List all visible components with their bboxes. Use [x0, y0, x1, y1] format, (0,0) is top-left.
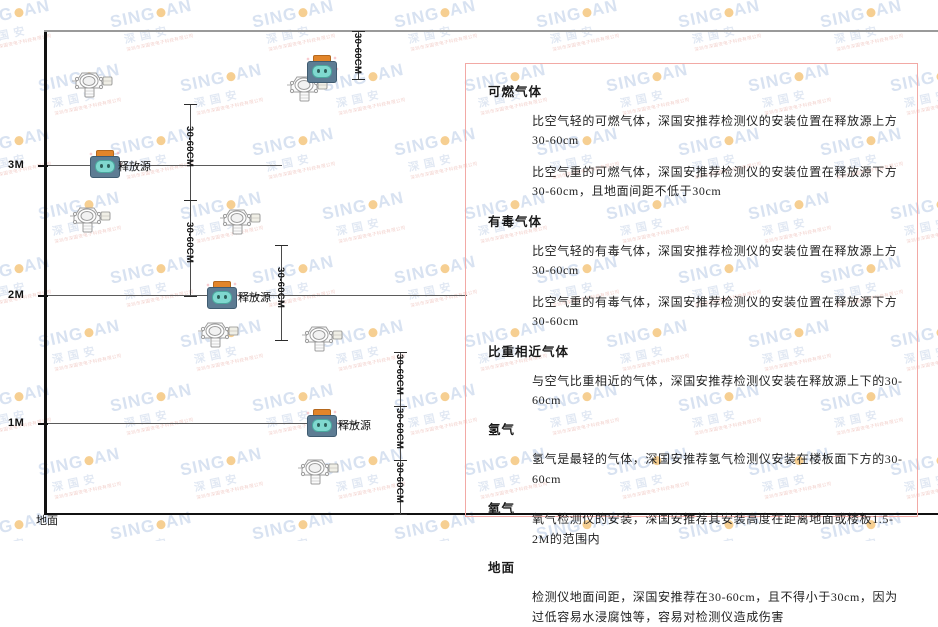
release-source-icon [205, 281, 239, 311]
panel-paragraph: 氧气检测仪的安装，深国安推荐其安装高度在距离地面或楼板1.5-2M的范围内 [532, 512, 894, 546]
panel-section-heading: 氧气 [488, 502, 516, 517]
panel-paragraph: 比空气重的可燃气体，深国安推荐检测仪的安装位置在释放源下方30-60cm，且地面… [532, 164, 898, 199]
dimension-arrow [275, 340, 288, 341]
dimension-label: 30-60CM [394, 408, 405, 450]
level-tick [38, 295, 48, 297]
release-source-label: 释放源 [338, 420, 371, 432]
panel-section: 氧气氧气检测仪的安装，深国安推荐其安装高度在距离地面或楼板1.5-2M的范围内 [488, 498, 903, 549]
panel-section: 地面检测仪地面间距，深国安推荐在30-60cm，且不得小于30cm，因为过低容易… [480, 557, 903, 627]
panel-section-body: 与空气比重相近的气体，深国安推荐检测仪安装在释放源上下的30-60cm [532, 372, 903, 411]
wall-left [44, 30, 47, 515]
dimension-arrow [184, 296, 197, 297]
panel-section-body: 比空气轻的可燃气体，深国安推荐检测仪的安装位置在释放源上方30-60cm 比空气重… [532, 112, 903, 202]
level-label-2m: 2M [8, 289, 25, 301]
dimension-label: 30-60CM [394, 462, 405, 504]
dimension-label: 30-60CM [394, 354, 405, 396]
dimension-arrow [275, 245, 288, 246]
panel-section-heading: 地面 [488, 561, 516, 576]
panel-paragraph: 比空气轻的有毒气体，深国安推荐检测仪的安装位置在释放源上方30-60cm [532, 243, 898, 278]
gas-detector-icon [196, 318, 242, 352]
dimension-line [190, 200, 191, 296]
dimension-arrow [184, 200, 197, 201]
gas-detector-icon [218, 205, 264, 239]
gas-detector-icon [296, 455, 342, 489]
ground-line [44, 513, 938, 515]
level-tick [38, 423, 48, 425]
release-source-label: 释放源 [118, 161, 151, 173]
level-tick [38, 165, 48, 167]
dimension-line [358, 31, 359, 79]
dimension-label: 30-60CM [184, 222, 195, 264]
level-line [47, 295, 467, 296]
dimension-line [400, 406, 401, 460]
level-label-1m: 1M [8, 417, 25, 429]
panel-section: 可燃气体比空气轻的可燃气体，深国安推荐检测仪的安装位置在释放源上方30-60cm… [480, 81, 903, 202]
panel-section-heading: 比重相近气体 [488, 344, 570, 359]
dimension-arrow [352, 31, 365, 32]
dimension-label: 30-60CM [275, 266, 286, 308]
ground-label: 地面 [36, 515, 58, 527]
level-line [47, 423, 357, 424]
panel-paragraph: 检测仪地面间距，深国安推荐在30-60cm，且不得小于30cm，因为过低容易水浸… [532, 590, 898, 624]
dimension-label: 30-60CM [184, 126, 195, 168]
panel-section: 有毒气体比空气轻的有毒气体，深国安推荐检测仪的安装位置在释放源上方30-60cm… [480, 211, 903, 332]
panel-section-body: 检测仪地面间距，深国安推荐在30-60cm，且不得小于30cm，因为过低容易水浸… [532, 588, 903, 627]
info-panel: 可燃气体比空气轻的可燃气体，深国安推荐检测仪的安装位置在释放源上方30-60cm… [465, 63, 918, 624]
dimension-line [190, 104, 191, 200]
panel-section-heading: 氢气 [488, 423, 516, 438]
gas-detector-icon [300, 322, 346, 356]
dimension-arrow [394, 352, 407, 353]
dimension-arrow [184, 104, 197, 105]
panel-section-body: 氧气检测仪的安装，深国安推荐其安装高度在距离地面或楼板1.5-2M的范围内 [532, 498, 903, 549]
dimension-line [400, 460, 401, 514]
ceiling-line [44, 30, 938, 32]
dimension-arrow [394, 460, 407, 461]
panel-section: 氢气氢气是最轻的气体，深国安推荐氢气检测仪安装在楼板面下方的30-60cm [480, 419, 903, 489]
panel-paragraph: 比空气重的有毒气体，深国安推荐检测仪的安装位置在释放源下方30-60cm [532, 294, 898, 329]
panel-section-heading: 可燃气体 [488, 85, 543, 99]
dimension-line [400, 352, 401, 406]
panel-section-heading: 有毒气体 [488, 214, 543, 229]
release-source-icon [88, 150, 122, 180]
dimension-line [281, 245, 282, 340]
panel-section-body: 比空气轻的有毒气体，深国安推荐检测仪的安装位置在释放源上方30-60cm 比空气重… [532, 242, 903, 332]
gas-detector-icon [68, 203, 114, 237]
panel-paragraph: 比空气轻的可燃气体，深国安推荐检测仪的安装位置在释放源上方30-60cm [532, 114, 898, 148]
panel-paragraph: 氢气是最轻的气体，深国安推荐氢气检测仪安装在楼板面下方的30-60cm [532, 452, 903, 486]
dimension-arrow [394, 406, 407, 407]
release-source-label: 释放源 [238, 292, 271, 304]
panel-section-body: 氢气是最轻的气体，深国安推荐氢气检测仪安装在楼板面下方的30-60cm [532, 450, 903, 489]
dimension-label: 30-60CM [352, 33, 363, 75]
gas-detector-icon [70, 68, 116, 102]
dimension-arrow [352, 79, 365, 80]
level-line [47, 165, 282, 166]
release-source-icon [305, 409, 339, 439]
release-source-icon [305, 55, 339, 85]
dimension-arrow [394, 514, 407, 515]
panel-section: 比重相近气体与空气比重相近的气体，深国安推荐检测仪安装在释放源上下的30-60c… [480, 341, 903, 411]
level-label-3m: 3M [8, 159, 25, 171]
panel-paragraph: 与空气比重相近的气体，深国安推荐检测仪安装在释放源上下的30-60cm [532, 373, 903, 407]
